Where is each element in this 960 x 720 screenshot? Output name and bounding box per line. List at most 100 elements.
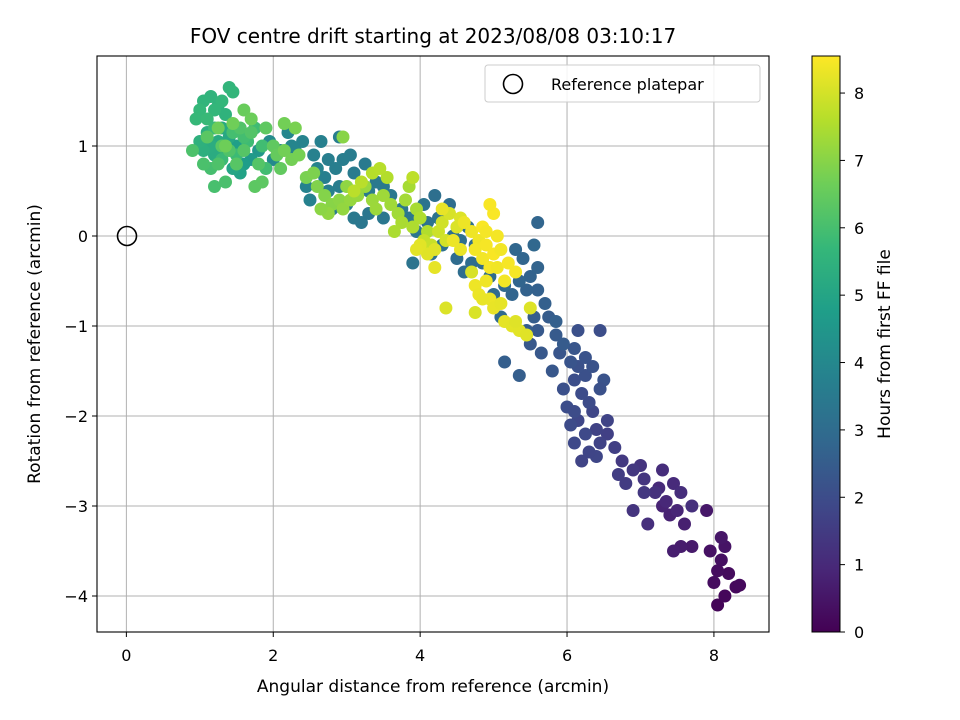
data-point (564, 355, 578, 369)
data-point (490, 229, 504, 243)
data-point (380, 171, 394, 184)
data-point (314, 135, 328, 148)
data-point (446, 234, 460, 247)
data-point (626, 504, 640, 517)
data-point (307, 166, 321, 180)
data-point (578, 427, 592, 441)
data-point (347, 166, 361, 180)
data-point (600, 414, 614, 427)
data-point (292, 148, 306, 162)
data-point (571, 324, 585, 337)
data-point (582, 396, 596, 409)
data-point (608, 441, 622, 454)
y-tick-label: −2 (64, 407, 88, 426)
data-point (255, 139, 269, 153)
data-point (659, 495, 673, 508)
data-point (593, 436, 607, 450)
data-point (711, 564, 725, 578)
data-point (501, 256, 515, 270)
data-point (685, 540, 699, 553)
data-point (520, 283, 534, 297)
data-point (494, 243, 508, 256)
x-axis-label: Angular distance from reference (arcmin) (257, 677, 609, 697)
data-point (274, 162, 288, 175)
data-point (600, 427, 614, 441)
x-tick-label: 2 (268, 646, 278, 665)
data-point (226, 85, 240, 99)
data-point (277, 117, 291, 130)
data-point (582, 445, 596, 459)
data-point (674, 486, 688, 499)
data-point (479, 238, 493, 252)
x-tick-label: 0 (121, 646, 131, 665)
data-point (435, 216, 449, 229)
data-point (421, 247, 434, 261)
data-point (483, 198, 497, 211)
data-point (509, 243, 523, 256)
data-point (707, 576, 721, 589)
data-point (354, 175, 368, 189)
data-point (714, 531, 728, 544)
data-point (376, 211, 390, 225)
data-point (373, 162, 387, 175)
data-point (722, 567, 736, 580)
data-point (428, 189, 442, 202)
colorbar-tick-label: 8 (854, 84, 864, 103)
data-point (564, 418, 578, 432)
data-point (439, 301, 453, 315)
data-point (200, 112, 214, 126)
data-point (211, 157, 225, 171)
data-point (586, 360, 600, 373)
data-point (457, 216, 471, 229)
data-point (329, 162, 343, 175)
data-point (667, 544, 680, 558)
data-point (211, 121, 225, 135)
data-point (667, 477, 680, 490)
data-point (637, 472, 651, 486)
data-point (593, 324, 607, 337)
data-point (538, 297, 552, 310)
data-point (505, 288, 519, 301)
data-point (490, 261, 504, 274)
data-point (637, 486, 651, 499)
data-point (296, 135, 310, 148)
data-point (299, 180, 313, 193)
data-point (465, 256, 479, 270)
data-point (468, 306, 482, 319)
data-point (527, 238, 541, 252)
data-point (498, 274, 512, 288)
data-point (288, 121, 302, 135)
y-tick-label: 1 (78, 137, 88, 156)
data-point (237, 103, 251, 117)
data-point (406, 171, 420, 184)
data-point (575, 454, 589, 468)
data-point (230, 157, 243, 171)
data-point (523, 270, 537, 283)
y-tick-label: −1 (64, 317, 88, 336)
data-point (476, 252, 490, 265)
colorbar-gradient (811, 55, 841, 633)
data-point (215, 94, 229, 108)
data-point (376, 189, 390, 202)
data-point (219, 108, 232, 121)
data-point (718, 589, 732, 603)
data-point (197, 157, 210, 171)
data-point (670, 504, 684, 517)
legend-label: Reference platepar (551, 75, 704, 94)
data-point (593, 382, 607, 396)
data-point (711, 598, 725, 612)
data-point (531, 261, 545, 274)
data-point (545, 364, 559, 378)
plot-frame (96, 55, 770, 633)
chart-title: FOV centre drift starting at 2023/08/08 … (190, 24, 676, 48)
colorbar-tick-label: 5 (854, 286, 864, 305)
data-point (520, 328, 534, 342)
data-point (410, 243, 423, 256)
legend: Reference platepar (484, 64, 761, 103)
data-point (578, 369, 592, 382)
data-point (714, 553, 728, 567)
data-point (479, 225, 493, 238)
data-point (575, 387, 589, 400)
colorbar-tick-label: 6 (854, 219, 864, 238)
data-point (549, 328, 563, 342)
